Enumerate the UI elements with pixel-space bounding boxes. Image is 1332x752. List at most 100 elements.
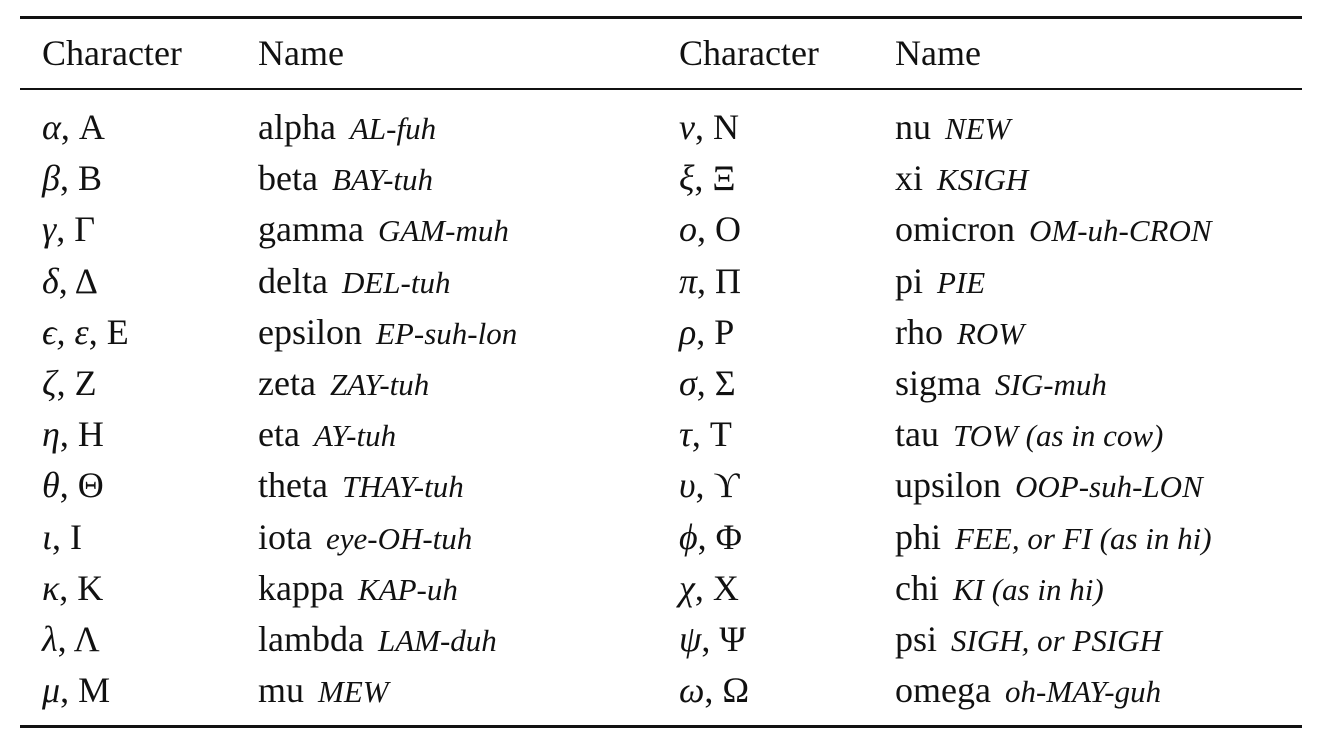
character-cell: ω, Ω <box>679 670 749 710</box>
header-name-right: Name <box>895 33 981 73</box>
name-cell: upsilon OOP-suh-LON <box>895 465 1203 507</box>
glyph-separator: , <box>695 465 714 506</box>
uppercase-glyph: Z <box>74 363 97 403</box>
character-cell: π, Π <box>679 261 741 301</box>
glyph-separator: , <box>696 363 715 403</box>
name-cell: nu NEW <box>895 107 1010 149</box>
lowercase-glyph: μ <box>42 670 61 711</box>
glyph-separator: , <box>56 209 75 250</box>
glyph-separator: , <box>57 619 74 659</box>
name-cell: omicron OM-uh-CRON <box>895 209 1212 251</box>
glyph-separator: , <box>59 158 78 199</box>
character-cell: γ, Γ <box>42 209 95 249</box>
glyph-separator: , <box>88 311 107 352</box>
pronunciation: SIG-muh <box>995 367 1107 402</box>
glyph-separator: , <box>52 516 71 557</box>
character-cell: χ, X <box>679 568 739 608</box>
character-cell: ψ, Ψ <box>679 619 746 659</box>
letter-name: zeta <box>258 363 316 403</box>
lowercase-glyph: ϕ <box>679 516 698 557</box>
name-cell: chi KI (as in hi) <box>895 568 1104 610</box>
glyph-separator: , <box>691 414 710 455</box>
letter-name: omega <box>895 670 991 711</box>
pronunciation: AY-tuh <box>313 418 397 454</box>
letter-name: iota <box>258 516 312 557</box>
pronunciation: EP-suh-lon <box>376 315 518 351</box>
lowercase-glyph: ν <box>679 107 695 147</box>
lowercase-glyph: υ <box>679 465 696 506</box>
header-character-right: Character <box>679 33 819 73</box>
name-cell: zeta ZAY-tuh <box>258 363 429 405</box>
character-cell: θ, Θ <box>42 465 104 505</box>
pronunciation: eye-OH-tuh <box>325 520 473 556</box>
uppercase-glyph: A <box>78 107 105 147</box>
lowercase-glyph: ψ <box>679 619 702 659</box>
pronunciation: KI (as in hi) <box>952 571 1104 607</box>
pronunciation: ROW <box>957 315 1025 351</box>
character-cell: κ, K <box>42 568 103 608</box>
lowercase-glyph: τ <box>679 414 692 455</box>
table-bottom-rule <box>20 725 1302 728</box>
uppercase-glyph: K <box>77 567 104 608</box>
name-cell: iota eye-OH-tuh <box>258 517 472 559</box>
letter-name: upsilon <box>895 465 1002 506</box>
pronunciation: TOW (as in cow) <box>952 418 1164 454</box>
name-cell: theta THAY-tuh <box>258 465 464 507</box>
uppercase-glyph: X <box>712 567 739 608</box>
name-cell: alpha AL-fuh <box>258 107 436 149</box>
letter-name: nu <box>895 107 931 147</box>
letter-name: lambda <box>258 619 364 659</box>
name-cell: lambda LAM-duh <box>258 619 497 661</box>
pronunciation: OOP-suh-LON <box>1015 469 1203 505</box>
letter-name: beta <box>258 158 318 199</box>
pronunciation: NEW <box>945 111 1011 146</box>
lowercase-glyph: π <box>679 260 698 301</box>
glyph-separator: , <box>694 158 713 199</box>
lowercase-glyph: κ <box>42 567 60 608</box>
glyph-separator: , <box>697 516 716 557</box>
letter-name: pi <box>895 260 924 301</box>
character-cell: ν, N <box>679 107 739 147</box>
pronunciation: BAY-tuh <box>331 162 434 198</box>
glyph-separator: , <box>697 209 715 250</box>
lowercase-glyph: γ <box>42 209 57 250</box>
lowercase-glyph: σ <box>679 363 697 403</box>
character-cell: δ, Δ <box>42 261 98 301</box>
glyph-separator: , <box>59 465 78 506</box>
pronunciation: MEW <box>318 674 389 710</box>
pronunciation: LAM-duh <box>377 623 497 658</box>
pronunciation: ZAY-tuh <box>329 367 430 402</box>
pronunciation: AL-fuh <box>349 111 437 146</box>
lowercase-glyph: ρ <box>679 311 697 352</box>
letter-name: xi <box>895 158 924 199</box>
uppercase-glyph: Γ <box>74 209 95 250</box>
letter-name: sigma <box>895 363 981 403</box>
table-top-rule <box>20 16 1302 19</box>
lowercase-glyph: χ <box>679 567 695 608</box>
name-cell: gamma GAM-muh <box>258 209 509 251</box>
pronunciation: OM-uh-CRON <box>1028 213 1212 249</box>
name-cell: beta BAY-tuh <box>258 158 433 200</box>
character-cell: α, A <box>42 107 105 147</box>
name-cell: sigma SIG-muh <box>895 363 1107 405</box>
glyph-separator: , <box>704 670 723 711</box>
lowercase-glyph: η <box>42 414 60 455</box>
glyph-separator: , <box>697 260 716 301</box>
name-cell: xi KSIGH <box>895 158 1028 200</box>
lowercase-glyph: α <box>42 107 61 147</box>
glyph-separator: , <box>694 107 713 147</box>
letter-name: epsilon <box>258 311 362 352</box>
pronunciation: DEL-tuh <box>341 264 451 300</box>
glyph-separator: , <box>60 107 79 147</box>
pronunciation: THAY-tuh <box>341 469 464 505</box>
character-cell: ϕ, Φ <box>679 517 742 557</box>
name-cell: omega oh-MAY-guh <box>895 670 1161 712</box>
glyph-separator: , <box>59 414 78 455</box>
character-cell: μ, M <box>42 670 110 710</box>
glyph-separator: , <box>701 619 720 659</box>
letter-name: delta <box>258 260 328 301</box>
uppercase-glyph: N <box>712 107 739 147</box>
uppercase-glyph: Σ <box>714 363 736 403</box>
letter-name: omicron <box>895 209 1015 250</box>
